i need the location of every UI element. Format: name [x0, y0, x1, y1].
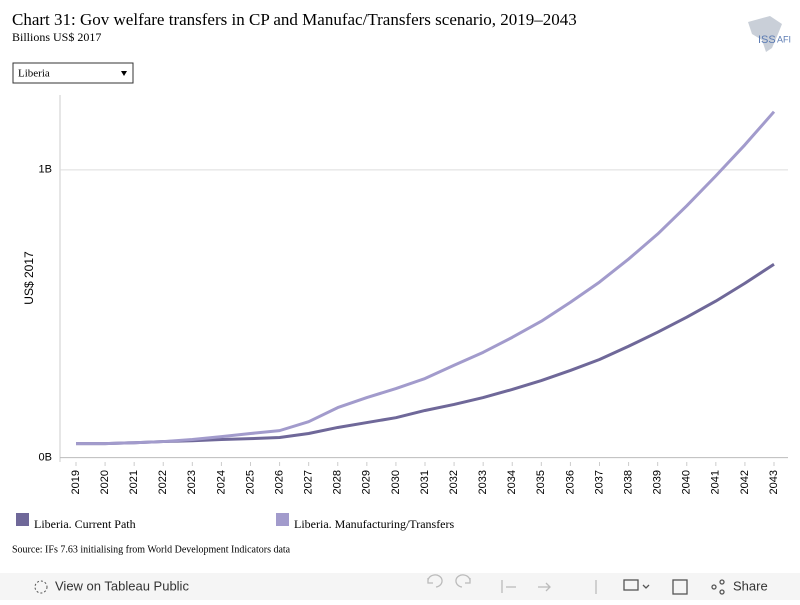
legend-swatch	[16, 513, 29, 526]
x-tick-label: 2036	[564, 470, 576, 494]
view-link[interactable]: View on Tableau Public	[55, 578, 189, 593]
x-tick-label: 2042	[739, 470, 751, 494]
share-icon[interactable]	[719, 579, 725, 585]
view-button[interactable]: View on Tableau Public	[34, 578, 189, 594]
revert-icon[interactable]	[501, 580, 516, 593]
dropdown-box[interactable]	[12, 62, 134, 84]
undo-icon[interactable]	[427, 574, 443, 588]
toolbar-icons	[427, 574, 597, 594]
legend-label: Liberia. Current Path	[34, 517, 136, 531]
x-tick-label: 2019	[70, 470, 82, 494]
logo: ISS AFI	[748, 16, 791, 52]
icon[interactable]	[34, 580, 48, 594]
x-tick-label: 2039	[652, 470, 664, 494]
dropdown[interactable]: Liberia	[12, 62, 134, 84]
redo-icon[interactable]	[455, 574, 471, 588]
x-tick-label: 2023	[186, 470, 198, 494]
share-icon[interactable]	[719, 589, 725, 595]
x-tick-label: 2028	[332, 470, 344, 494]
x-tick-label: 2025	[244, 470, 256, 494]
toolbar	[0, 573, 800, 600]
share-button[interactable]: Share	[733, 578, 768, 593]
logo-text: AFI	[777, 34, 791, 44]
x-tick-label: 2027	[303, 470, 315, 494]
download-icon[interactable]	[623, 579, 639, 591]
legend-swatch	[276, 513, 289, 526]
series-line	[76, 262, 775, 446]
logo-text: ISS	[758, 34, 776, 46]
x-tick-label: 2031	[419, 470, 431, 494]
x-tick-label: 2035	[535, 470, 547, 494]
x-tick-label: 2041	[710, 470, 722, 494]
dropdown-value[interactable]: Liberia	[18, 68, 50, 80]
x-tick-label: 2043	[768, 470, 780, 494]
x-tick-label: 2038	[622, 470, 634, 494]
x-tick-label: 2037	[593, 470, 605, 494]
toolbar-icons	[623, 579, 725, 595]
series-line	[76, 110, 776, 446]
x-tick-label: 2022	[157, 470, 169, 494]
y-tick-label: 1B	[39, 164, 52, 176]
dropdown-arrow[interactable]	[121, 71, 127, 76]
refresh-icon[interactable]	[538, 582, 551, 592]
download-arrow[interactable]	[642, 584, 650, 589]
share-icon[interactable]	[711, 584, 717, 590]
x-tick-label: 2030	[390, 470, 402, 494]
x-tick-label: 2024	[215, 470, 227, 494]
x-tick-label: 2040	[681, 470, 693, 494]
chart-subtitle: Billions US$ 2017	[12, 30, 101, 44]
chart-title: Chart 31: Gov welfare transfers in CP an…	[12, 10, 577, 29]
y-tick-label: 0B	[39, 452, 52, 464]
x-tick-label: 2026	[273, 470, 285, 494]
source: Source: IFs 7.63 initialising from World…	[12, 544, 291, 555]
x-tick-label: 2032	[448, 470, 460, 494]
x-tick-label: 2020	[99, 470, 111, 494]
fullscreen-icon[interactable]	[672, 579, 688, 595]
x-tick-label: 2034	[506, 470, 518, 494]
x-tick-label: 2021	[128, 470, 140, 494]
x-tick-label: 2029	[361, 470, 373, 494]
y-axis-label: US$ 2017	[22, 251, 36, 305]
logo-map	[748, 16, 782, 52]
x-tick-label: 2033	[477, 470, 489, 494]
legend-label: Liberia. Manufacturing/Transfers	[294, 517, 455, 531]
